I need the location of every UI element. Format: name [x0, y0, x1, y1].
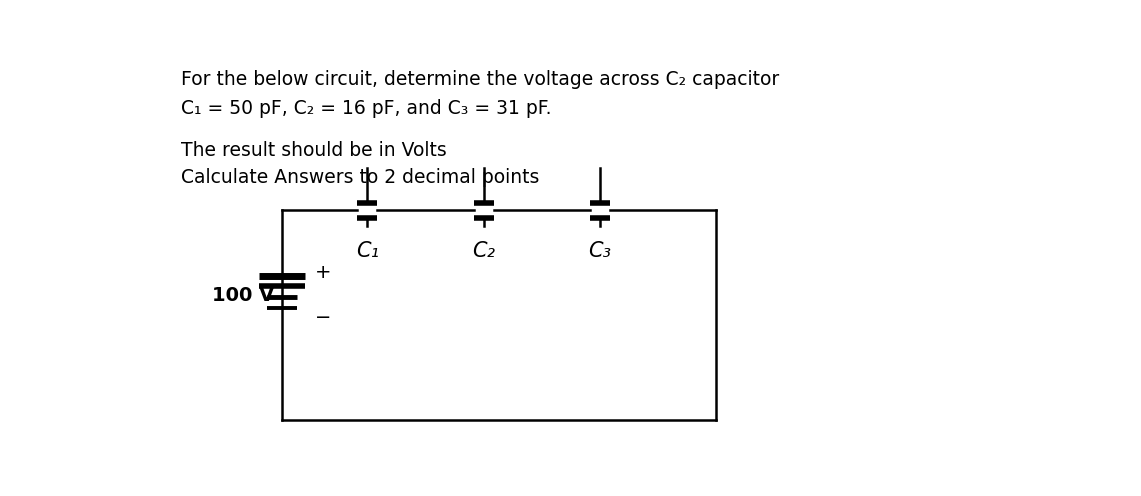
- Text: C₁: C₁: [356, 241, 379, 261]
- Text: Calculate Answers to 2 decimal points: Calculate Answers to 2 decimal points: [181, 168, 540, 187]
- Text: 100 V: 100 V: [212, 286, 275, 305]
- Text: The result should be in Volts: The result should be in Volts: [181, 141, 447, 160]
- Text: C₁ = 50 pF, C₂ = 16 pF, and C₃ = 31 pF.: C₁ = 50 pF, C₂ = 16 pF, and C₃ = 31 pF.: [181, 99, 552, 118]
- Text: −: −: [315, 308, 331, 327]
- Text: C₂: C₂: [472, 241, 495, 261]
- Text: For the below circuit, determine the voltage across C₂ capacitor: For the below circuit, determine the vol…: [181, 70, 779, 89]
- Text: C₃: C₃: [589, 241, 612, 261]
- Text: +: +: [315, 262, 331, 282]
